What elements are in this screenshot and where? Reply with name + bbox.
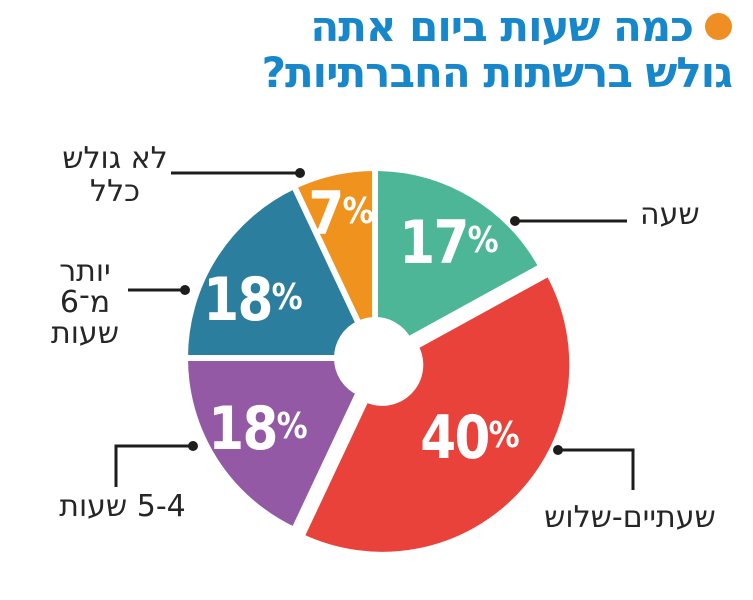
pie-slice-1: [298, 270, 576, 558]
percent-sign: %: [467, 220, 499, 262]
slice-label-line: מ־6: [59, 285, 111, 320]
leader-dot-two-three: [553, 445, 563, 455]
percent-value: 17: [399, 208, 469, 278]
slice-label-none: לא גולש כלל: [30, 142, 200, 208]
leader-line-four-five: [114, 444, 193, 487]
percent-sign: %: [488, 415, 520, 457]
percent-sign: %: [276, 406, 308, 448]
percent-value: 18: [203, 265, 273, 335]
chart-title: כמה שעות ביום אתה גולש ברשתות החברתיות?: [261, 4, 733, 97]
percent-label-none: 7%: [308, 179, 373, 249]
leader-line-two-three: [558, 448, 635, 490]
percent-value: 18: [208, 394, 278, 464]
slice-label-line: שעות: [51, 316, 119, 351]
slice-label-line: לא גולש: [62, 141, 168, 176]
percent-sign: %: [271, 277, 303, 319]
pie-slices-group: [182, 165, 576, 558]
percent-sign: %: [342, 191, 374, 233]
bullet-icon: [705, 13, 732, 40]
slice-label-two-three: שעתיים-שלוש: [544, 500, 716, 535]
title-line-2: גולש ברשתות החברתיות?: [261, 48, 733, 97]
pie-slice-4: [291, 165, 378, 327]
pie-slice-2: [182, 355, 362, 533]
slice-label-line: יותר: [59, 254, 111, 289]
percent-label-hour: 17%: [399, 208, 498, 278]
percent-label-two-three: 40%: [420, 403, 519, 473]
slice-label-line: כלל: [90, 174, 140, 209]
slice-label-four-five: 5-4 שעות: [59, 489, 186, 524]
leader-dot-hour: [510, 216, 520, 226]
pie-slice-0: [372, 165, 545, 343]
percent-value: 7: [308, 179, 344, 249]
percent-value: 40: [420, 403, 490, 473]
slice-label-more-six: יותר מ־6 שעות: [15, 256, 155, 349]
callout-lines-group: [114, 168, 635, 490]
pie-slice-3: [182, 183, 362, 361]
leader-dot-four-five: [188, 441, 198, 451]
leader-dot-more-six: [180, 285, 190, 295]
percent-label-more-six: 18%: [203, 265, 302, 335]
title-line-1: כמה שעות ביום אתה: [262, 4, 732, 50]
title-text-2: גולש ברשתות החברתיות?: [261, 48, 733, 97]
slice-label-hour: שעה: [640, 197, 700, 232]
leader-dot-none: [295, 168, 305, 178]
title-text-1: כמה שעות ביום אתה: [310, 2, 694, 51]
percent-label-four-five: 18%: [208, 394, 307, 464]
